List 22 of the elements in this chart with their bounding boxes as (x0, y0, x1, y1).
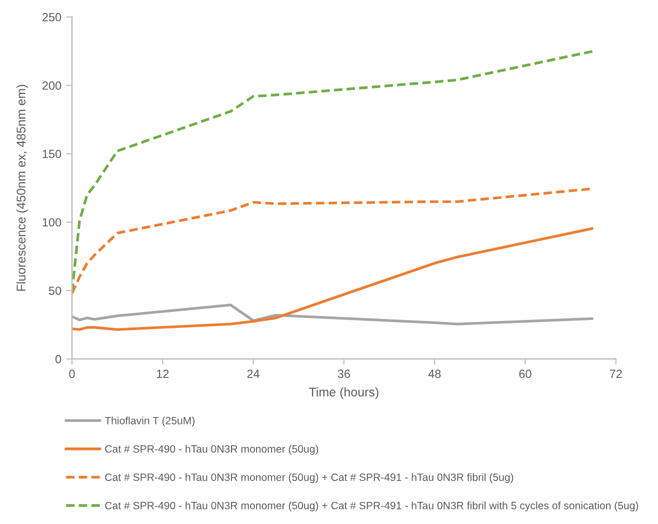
x-tick-label: 24 (247, 370, 260, 378)
x-tick-label: 0 (69, 370, 75, 378)
line-series (72, 226, 595, 331)
legend-label: Thioflavin T (25uM) (104, 416, 194, 426)
line-series (72, 304, 595, 326)
legend-label: Cat # SPR-490 - hTau 0N3R monomer (50ug) (105, 444, 318, 455)
x-tick-label: 36 (338, 370, 350, 378)
line-series (72, 50, 595, 294)
y-tick-label: 50 (48, 286, 62, 295)
x-tick-label: 48 (428, 370, 441, 378)
y-axis-title: Fluorescence (450nm ex, 485nm em) (16, 84, 28, 291)
y-tick-label: 100 (42, 218, 62, 227)
y-tick-label: 250 (42, 13, 62, 22)
y-tick-label: 200 (42, 81, 62, 90)
legend-label: Cat # SPR-490 - hTau 0N3R monomer (50ug) + Cat # SPR-491 - hTau 0N3R fibril (5ug) (105, 473, 514, 484)
x-axis-title: Time (hours) (309, 387, 378, 399)
x-tick-label: 60 (519, 370, 532, 378)
x-tick-label: 12 (156, 370, 169, 378)
y-tick-label: 0 (55, 354, 62, 364)
x-tick-label: 72 (610, 370, 622, 378)
y-tick-label: 150 (42, 150, 62, 158)
legend-label: Cat # SPR-490 - hTau 0N3R monomer (50ug) + Cat # SPR-491 - hTau 0N3R fibril with 5 cycles of sonication (5ug) (105, 502, 638, 512)
